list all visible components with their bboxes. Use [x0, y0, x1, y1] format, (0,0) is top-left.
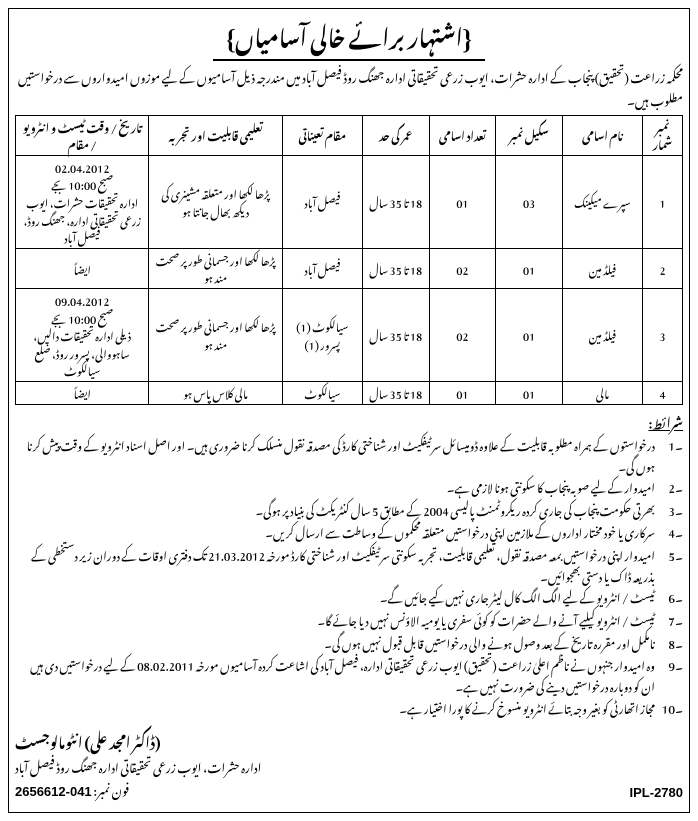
cell-date: 02.04.2012 صبح 10:00 بجے ادارہ تحقیقات ح… — [16, 155, 149, 248]
cell-age: 18 تا 35 سال — [362, 248, 429, 288]
signer-info: (ڈاکٹر امجد علی) انٹومالوجسٹ ادارہ حشرات… — [15, 728, 261, 804]
cell-post: فیلڈ مین — [562, 288, 642, 381]
phone-number: 041-2656612 — [15, 784, 92, 799]
cell-scale: 01 — [496, 288, 563, 381]
cell-count: 01 — [429, 155, 496, 248]
th-post: نام اسامی — [562, 115, 642, 155]
cell-age: 18 تا 35 سال — [362, 381, 429, 404]
th-age: عمر کی حد — [362, 115, 429, 155]
th-date: تاریخ / وقت ٹیسٹ و انٹرویو / مقام — [16, 115, 149, 155]
page-title: {اشتہار برائے خالی آسامیاں} — [213, 13, 486, 61]
cell-loc: فیصل آباد — [282, 155, 362, 248]
cell-num: 2 — [642, 248, 682, 288]
cell-qual: پڑھا لکھا اور متعلقہ مشینری کی دیکھ بھال… — [149, 155, 282, 248]
cell-post: مالی — [562, 381, 642, 404]
condition-item: ۔9وہ امیدوار جنہوں نے ناظم اعلیٰ زراعت (… — [15, 654, 683, 695]
cell-date: ایضاً — [16, 248, 149, 288]
cell-num: 4 — [642, 381, 682, 404]
cell-count: 02 — [429, 248, 496, 288]
cell-loc: فیصل آباد — [282, 248, 362, 288]
condition-number: ۔9 — [661, 654, 683, 695]
condition-number: ۔7 — [661, 609, 683, 631]
condition-item: ۔10 مجاز اتھارٹی کو بغیر وجہ بتائے انٹروی… — [15, 697, 683, 719]
condition-text: درخواستوں کے ہمراہ مطلوبہ قابلیت کے علاو… — [15, 434, 655, 475]
cell-post: فیلڈ مین — [562, 248, 642, 288]
condition-number: ۔10 — [661, 697, 683, 719]
condition-text: وہ امیدوار جنہوں نے ناظم اعلیٰ زراعت (تح… — [15, 654, 655, 695]
cell-scale: 01 — [496, 381, 563, 404]
ipl-number: IPL-2780 — [630, 781, 683, 804]
signature-block: IPL-2780 (ڈاکٹر امجد علی) انٹومالوجسٹ اد… — [15, 728, 683, 804]
th-scale: سکیل نمبر — [496, 115, 563, 155]
th-count: تعداد اسامی — [429, 115, 496, 155]
table-row: 4مالی010118 تا 35 سالسیالکوٹمالی کلاس پا… — [16, 381, 683, 404]
cell-qual: پڑھا لکھا اور جسمانی طور پر صحت مند ہو — [149, 288, 282, 381]
signer-name: (ڈاکٹر امجد علی) انٹومالوجسٹ — [15, 728, 261, 755]
cell-age: 18 تا 35 سال — [362, 155, 429, 248]
condition-item: ۔1درخواستوں کے ہمراہ مطلوبہ قابلیت کے عل… — [15, 434, 683, 475]
cell-scale: 01 — [496, 248, 563, 288]
phone-row: فون نمبر: 041-2656612 — [15, 778, 261, 805]
cell-count: 01 — [429, 381, 496, 404]
table-row: 2فیلڈ مین010218 تا 35 سالفیصل آبادپڑھا ل… — [16, 248, 683, 288]
phone-label: فون نمبر: — [93, 774, 129, 804]
intro-text: محکمہ زراعت (تحقیق) پنجاب کے ادارہ حشرات… — [15, 65, 683, 111]
condition-number: ۔6 — [661, 586, 683, 608]
cell-post: سپرے میکینک — [562, 155, 642, 248]
condition-item: ۔7 ٹیسٹ / انٹرویو کیلیے آنے والے حضرات کو… — [15, 609, 683, 631]
condition-text: مجاز اتھارٹی کو بغیر وجہ بتائے انٹرویو م… — [15, 697, 655, 719]
condition-text: ٹیسٹ / انٹرویو کے لیے الگ الگ کال لیٹر ج… — [15, 586, 655, 608]
title-wrap: {اشتہار برائے خالی آسامیاں} — [15, 13, 683, 61]
cell-loc: سیالکوٹ — [282, 381, 362, 404]
vacancies-table: نمبر شمار نام اسامی سکیل نمبر تعداد اسام… — [15, 115, 683, 405]
condition-item: ۔8 نامکمل اور مقررہ تاریخ کے بعد وصول ہون… — [15, 632, 683, 654]
signer-org: ادارہ حشرات، ایوب زرعی تحقیقاتی ادارہ جھ… — [15, 755, 261, 778]
cell-date: ایضاً — [16, 381, 149, 404]
table-row: 1سپرے میکینک030118 تا 35 سالفیصل آبادپڑھ… — [16, 155, 683, 248]
cell-loc: سیالکوٹ (1) پسرور (1) — [282, 288, 362, 381]
cell-qual: پڑھا لکھا اور جسمانی طور پر صحت مند ہو — [149, 248, 282, 288]
cell-num: 3 — [642, 288, 682, 381]
condition-number: ۔8 — [661, 632, 683, 654]
condition-number: ۔5 — [661, 544, 683, 585]
cell-date: 09.04.2012 صبح 10:00 بجے ذیلی ادارہ تحقی… — [16, 288, 149, 381]
condition-text: امیدوار اپنی درخواستیں بمعہ مصدقہ نقول، … — [15, 544, 655, 585]
table-row: 3فیلڈ مین010218 تا 35 سالسیالکوٹ (1) پسر… — [16, 288, 683, 381]
condition-text: نامکمل اور مقررہ تاریخ کے بعد وصول ہونے … — [15, 632, 655, 654]
cell-age: 18 تا 35 سال — [362, 288, 429, 381]
condition-item: ۔6 ٹیسٹ / انٹرویو کے لیے الگ الگ کال لیٹر… — [15, 586, 683, 608]
condition-text: ٹیسٹ / انٹرویو کیلیے آنے والے حضرات کو ک… — [15, 609, 655, 631]
ad-container: {اشتہار برائے خالی آسامیاں} محکمہ زراعت … — [8, 8, 690, 813]
table-header-row: نمبر شمار نام اسامی سکیل نمبر تعداد اسام… — [16, 115, 683, 155]
condition-item: ۔5امیدوار اپنی درخواستیں بمعہ مصدقہ نقول… — [15, 544, 683, 585]
conditions-list: ۔1درخواستوں کے ہمراہ مطلوبہ قابلیت کے عل… — [15, 434, 683, 718]
th-num: نمبر شمار — [642, 115, 682, 155]
th-qual: تعلیمی قابلیت اور تجربہ — [149, 115, 282, 155]
cell-scale: 03 — [496, 155, 563, 248]
cell-qual: مالی کلاس پاس ہو — [149, 381, 282, 404]
cell-num: 1 — [642, 155, 682, 248]
th-loc: مقام تعیناتی — [282, 115, 362, 155]
cell-count: 02 — [429, 288, 496, 381]
condition-number: ۔1 — [661, 434, 683, 475]
